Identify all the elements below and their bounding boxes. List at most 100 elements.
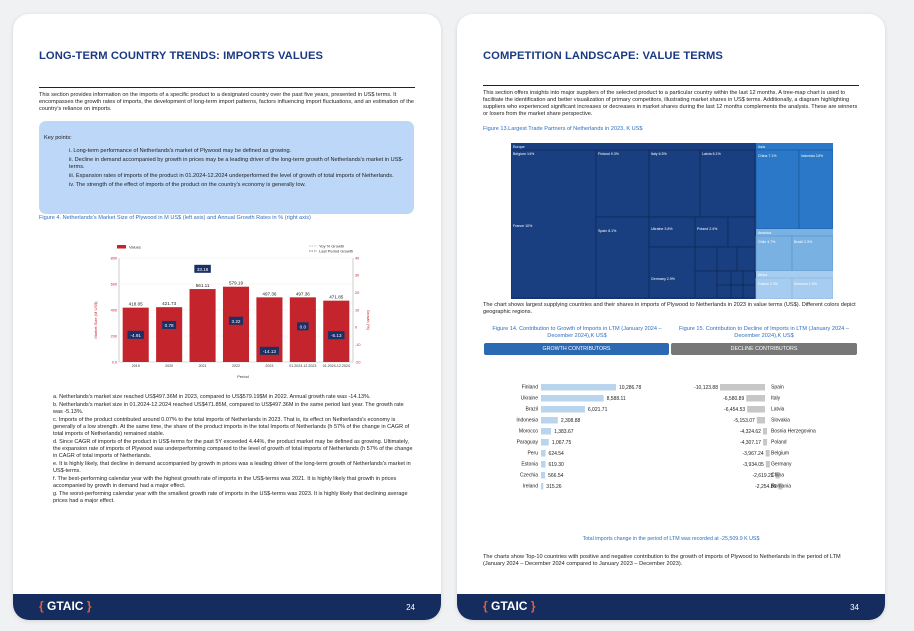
treemap-cell <box>730 284 744 299</box>
page-number: 24 <box>406 603 415 612</box>
treemap-label: Poland 2.4% <box>697 227 718 231</box>
growth-bar-label: 10,286.78 <box>619 385 641 391</box>
country-label: Italy <box>771 396 781 402</box>
country-label: Paraguay <box>517 440 539 446</box>
decline-contributors-chart: -10,123.88 Spain -6,580.89 Italy -6,454.53 La… <box>694 384 816 490</box>
growth-bar-label: 8,588.11 <box>607 396 626 402</box>
legend-yoy: Yoy % Growth <box>319 244 344 249</box>
decline-bar-label: -3,967.24 <box>742 451 763 457</box>
x-axis-label: Period <box>237 374 249 379</box>
growth-bar <box>541 417 558 424</box>
treemap-label: Spain 8.1% <box>598 229 617 233</box>
growth-bar-label: 619.30 <box>549 462 565 468</box>
page-title: COMPETITION LANDSCAPE: VALUE TERMS <box>483 50 723 62</box>
x-tick-label: 2019 <box>132 364 140 368</box>
treemap-cell-germany <box>648 246 696 299</box>
country-label: Peru <box>527 451 538 457</box>
decline-bar <box>720 384 765 391</box>
treemap-cell-finland <box>595 149 650 218</box>
finding: g. The worst-performing calendar year wi… <box>53 490 408 504</box>
x-tick-label: 01.2023-12.2023 <box>289 364 316 368</box>
country-label: Ukraine <box>521 396 538 402</box>
bar-data-label: 579.19 <box>229 281 243 286</box>
decline-bar <box>762 428 767 435</box>
growth-label: 33.18 <box>197 267 209 272</box>
treemap-label: Belgium 14% <box>513 152 535 156</box>
growth-label: -4.91 <box>130 333 141 338</box>
region-label: America <box>758 231 771 235</box>
report-page-24: LONG-TERM COUNTRY TRENDS: IMPORTS VALUES… <box>13 14 441 620</box>
growth-label-box <box>328 331 345 340</box>
decline-bar-label: -3,934.05 <box>743 462 764 468</box>
y2-tick-label: -20 <box>355 360 361 364</box>
growth-label-box <box>162 320 177 329</box>
growth-bar-label: 2,308.88 <box>561 418 581 424</box>
page-number: 34 <box>850 603 859 612</box>
growth-bar <box>541 450 546 457</box>
y2-tick-label: 40 <box>355 256 359 260</box>
decline-bar-label: -2,619.22 <box>752 473 773 479</box>
growth-bar <box>541 428 552 435</box>
treemap-cell <box>716 270 732 286</box>
treemap-label: Indonesia 3.8% <box>801 154 823 158</box>
treemap-cell <box>727 216 756 248</box>
decline-bar <box>756 417 765 424</box>
findings-list: a. Netherlands's market size reached US$… <box>53 394 413 506</box>
treemap-cell <box>694 246 718 272</box>
growth-bar-label: 1,383.67 <box>554 429 574 435</box>
bar-value <box>189 289 216 362</box>
treemap-label: Latvia 6.1% <box>702 152 722 156</box>
growth-label: 3.22 <box>232 319 241 324</box>
country-label: Brazil <box>525 407 538 413</box>
growth-contributors-chart: Finland 10,286.78 Ukraine 8,588.11 Brazil 6,0… <box>516 384 641 490</box>
bottom-note: The charts show Top-10 countries with po… <box>483 554 841 568</box>
decline-bar-label: -10,123.88 <box>694 385 718 391</box>
treemap-cell-italy <box>648 149 701 218</box>
growth-bar-label: 6,021.71 <box>588 407 608 413</box>
gtaic-logo: { GTAIC } <box>483 599 536 613</box>
growth-bar <box>541 439 549 446</box>
finding: e. It is highly likely, that decline in … <box>53 460 411 474</box>
y-tick-label: 200 <box>111 334 117 338</box>
treemap-cell-chile <box>755 235 793 272</box>
section-intro: This section offers insights into major … <box>483 90 858 118</box>
treemap-cell <box>742 270 756 286</box>
trade-partners-treemap: Europe Belgium 14% Finland 9.3% It <box>511 143 833 299</box>
country-label: Latvia <box>771 407 785 413</box>
country-label: Ireland <box>523 484 539 490</box>
growth-bar <box>541 472 546 479</box>
treemap-cell <box>742 284 756 299</box>
decline-bar-label: -6,454.53 <box>724 407 745 413</box>
divider <box>483 85 859 86</box>
decline-bar <box>763 439 768 446</box>
treemap-label: Gabon 2.3% <box>758 282 779 286</box>
growth-label-box <box>259 346 279 355</box>
page-footer: { GTAIC } 34 <box>457 594 885 620</box>
country-label: Finland <box>522 385 539 391</box>
treemap-label: China 7.1% <box>758 154 777 158</box>
decline-bar <box>765 450 770 457</box>
growth-label-box <box>194 264 211 273</box>
tab-growth-contributors[interactable]: GROWTH CONTRIBUTORS <box>484 343 669 355</box>
chart-legend: Values Yoy % Growth Last Period Growth <box>117 244 353 254</box>
figure-13-caption: Figure 13.Largest Trade Partners of Neth… <box>483 126 643 132</box>
market-size-chart: 0.0 200 400 600 800 40 30 20 10 0 -10 -20 418.05 2019… <box>93 244 371 380</box>
growth-label-box <box>127 330 144 339</box>
x-tick-label: 2022 <box>232 364 240 368</box>
tab-decline-contributors[interactable]: DECLINE CONTRIBUTORS <box>671 343 857 355</box>
growth-bar <box>541 384 616 391</box>
treemap-label: Italy 6.5% <box>651 152 668 156</box>
left-axis-label: Market Size (M US$) <box>93 301 98 339</box>
growth-bar-label: 315.26 <box>546 484 562 490</box>
section-intro: This section provides information on the… <box>39 92 414 113</box>
growth-label: -14.13 <box>263 349 276 354</box>
x-tick-label: 2023 <box>265 364 273 368</box>
bar-data-label: 497.36 <box>262 291 276 296</box>
decline-bar <box>765 461 770 468</box>
growth-bar <box>541 483 544 490</box>
treemap-cell <box>716 284 732 299</box>
growth-bar-label: 1,067.75 <box>552 440 572 446</box>
treemap-cell-morocco <box>791 277 833 299</box>
treemap-label: Chile 4.7% <box>758 240 776 244</box>
key-point: iv. The strength of the effect of import… <box>69 182 306 188</box>
